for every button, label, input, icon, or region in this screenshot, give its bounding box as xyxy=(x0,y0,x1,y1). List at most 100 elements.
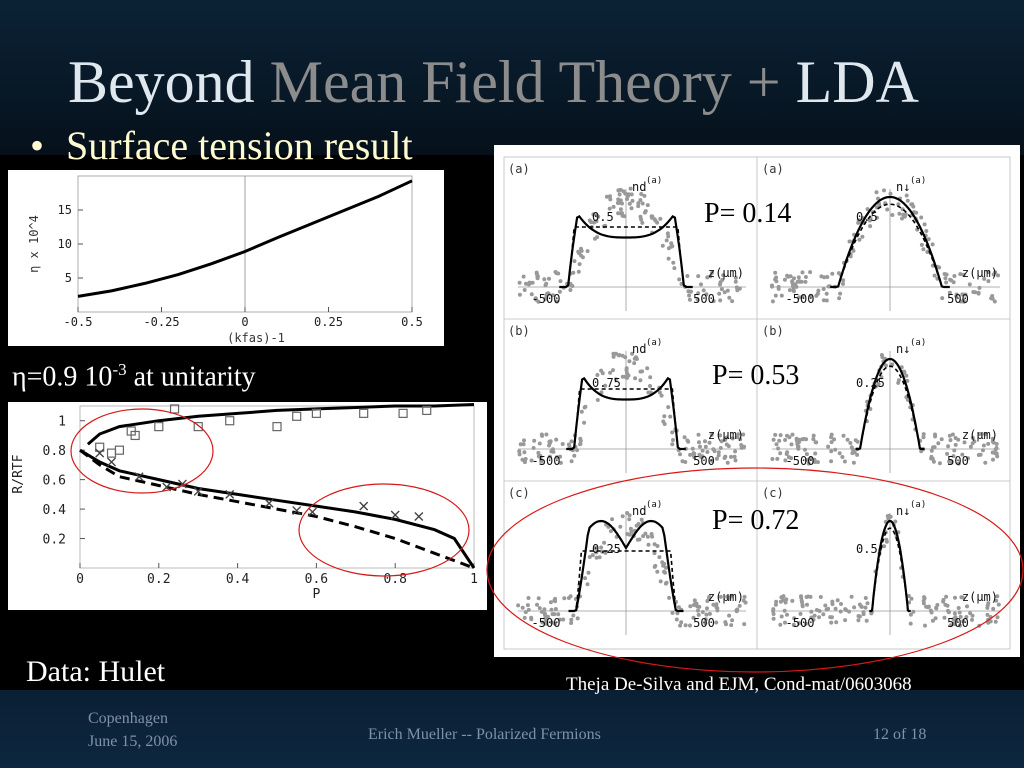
peak-value-label: 0.25 xyxy=(856,376,885,390)
data-point xyxy=(856,618,861,623)
data-square xyxy=(114,445,125,455)
data-point xyxy=(983,460,988,465)
panel-x-tick-pos: 500 xyxy=(693,292,715,306)
data-point xyxy=(991,606,996,611)
data-point xyxy=(817,609,822,613)
data-point xyxy=(838,609,843,614)
data-point xyxy=(813,451,818,456)
data-point xyxy=(922,595,926,600)
title-part-mean-field: Mean Field Theory + xyxy=(269,49,796,115)
theory-curve-dashed xyxy=(571,388,681,450)
data-point xyxy=(849,594,854,599)
data-point xyxy=(700,610,705,614)
data-point xyxy=(990,296,995,301)
data-point xyxy=(808,456,813,461)
data-point xyxy=(911,609,916,614)
y-tick-label: 5 xyxy=(65,271,72,285)
data-point xyxy=(843,618,848,623)
data-point xyxy=(657,555,662,560)
data-point xyxy=(571,613,576,618)
data-point xyxy=(679,620,684,625)
data-point xyxy=(800,270,805,275)
data-point xyxy=(909,202,914,207)
data-cross xyxy=(95,448,105,458)
data-point xyxy=(535,602,539,607)
data-point xyxy=(958,272,963,277)
data-point xyxy=(696,274,701,279)
footer-page-number: 12 of 18 xyxy=(873,726,927,743)
data-point xyxy=(655,569,660,574)
data-point xyxy=(652,564,657,569)
panel-axis-label: z(μm) xyxy=(708,590,744,604)
data-point xyxy=(517,292,522,297)
data-point xyxy=(615,201,620,205)
data-point xyxy=(618,207,623,212)
data-point xyxy=(717,291,722,296)
data-point xyxy=(692,455,697,460)
data-point xyxy=(921,432,926,437)
data-point xyxy=(905,198,910,203)
data-point xyxy=(985,612,990,617)
data-point xyxy=(735,288,740,293)
data-point xyxy=(724,442,729,447)
data-point xyxy=(579,409,584,414)
data-point xyxy=(983,432,987,437)
data-point xyxy=(970,441,975,446)
data-point xyxy=(680,459,685,464)
data-point xyxy=(613,377,618,382)
data-point xyxy=(626,373,631,378)
x-tick-label: 0.25 xyxy=(314,315,343,329)
panel-x-tick-neg: -500 xyxy=(532,454,561,468)
data-point xyxy=(536,299,541,304)
data-point xyxy=(783,438,788,442)
data-point xyxy=(982,276,987,281)
data-point xyxy=(967,282,972,287)
data-point xyxy=(739,445,744,450)
data-point xyxy=(655,544,660,548)
bullet-point: • Surface tension result xyxy=(30,122,413,169)
data-point xyxy=(771,616,776,621)
eta-exponent: -3 xyxy=(112,360,127,379)
data-point xyxy=(715,608,720,613)
data-point xyxy=(522,438,526,443)
data-point xyxy=(960,452,965,457)
data-point xyxy=(774,442,779,447)
data-point xyxy=(830,599,835,604)
data-point xyxy=(568,288,573,292)
data-point xyxy=(632,356,637,361)
data-point xyxy=(678,623,683,628)
panel-row-label: (b) xyxy=(508,324,530,338)
data-point xyxy=(904,373,909,378)
data-point xyxy=(696,291,701,296)
peak-value-label: 0.5 xyxy=(592,210,614,224)
data-point xyxy=(801,436,806,441)
data-point xyxy=(995,615,1000,620)
data-cross xyxy=(390,510,400,520)
data-point xyxy=(540,433,545,438)
data-point xyxy=(737,603,742,608)
data-point xyxy=(711,299,716,304)
bullet-dot: • xyxy=(30,123,45,168)
panel-x-tick-neg: -500 xyxy=(532,292,561,306)
data-point xyxy=(642,210,647,215)
data-point xyxy=(620,201,624,206)
data-square xyxy=(398,408,408,418)
data-point xyxy=(610,517,615,522)
data-point xyxy=(953,595,957,600)
data-point xyxy=(779,293,784,298)
data-cross xyxy=(359,501,369,511)
data-point xyxy=(815,460,820,465)
data-point xyxy=(645,534,650,539)
data-point xyxy=(583,404,588,409)
data-point xyxy=(829,440,834,445)
data-point xyxy=(733,275,738,280)
data-point xyxy=(629,192,634,197)
data-point xyxy=(741,432,746,437)
data-point xyxy=(652,217,657,222)
data-point xyxy=(775,456,780,461)
data-point xyxy=(729,454,733,459)
data-cross xyxy=(264,498,274,508)
eta-prefix: η=0.9 10 xyxy=(12,361,113,393)
x-tick-label: 0.5 xyxy=(401,315,423,329)
data-point xyxy=(723,437,727,442)
